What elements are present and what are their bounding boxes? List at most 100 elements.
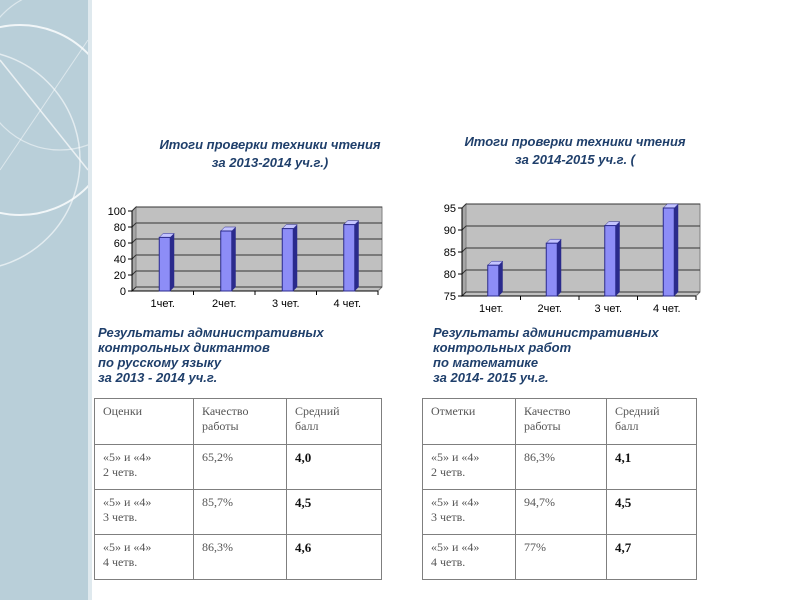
y-tick-label: 60 [114, 238, 126, 250]
x-tick-label: 3 чет. [272, 298, 300, 310]
chart-right: 75 80 85 90 95 1чет. 2чет. 3 чет. 4 чет. [444, 202, 701, 315]
grade-text: «5» и «4» [103, 495, 152, 509]
header-text: Средний [615, 404, 660, 418]
header-cell-quality: Качество работы [193, 398, 287, 445]
y-tick-label: 0 [120, 286, 126, 298]
quality-cell: 94,7% [515, 489, 607, 535]
right-section-title-line: контрольных работ [433, 340, 572, 355]
bar [220, 230, 233, 292]
bar-side [293, 224, 298, 291]
header-cell-marks: Отметки [422, 398, 516, 445]
header-text: Оценки [103, 404, 143, 418]
grade-text: «5» и «4» [103, 540, 152, 554]
bar [281, 228, 294, 292]
gridline-depth [461, 225, 467, 231]
grade-cell: «5» и «4» 3 четв. [422, 489, 516, 535]
table-row: «5» и «4» 3 четв. 94,7% 4,5 [422, 489, 697, 535]
gridline-depth [131, 238, 137, 244]
table-row: «5» и «4» 2 четв. 86,3% 4,1 [422, 444, 697, 490]
header-text: работы [524, 419, 561, 433]
x-tick-label: 1чет. [479, 303, 503, 315]
gridline-depth [461, 291, 467, 297]
y-tick-label: 95 [444, 203, 456, 215]
bar [343, 224, 356, 292]
x-tick-label: 4 чет. [333, 298, 361, 310]
term-text: 3 четв. [431, 510, 466, 524]
header-cell-average: Средний балл [286, 398, 382, 445]
quality-cell: 77% [515, 534, 607, 580]
header-text: Качество [524, 404, 571, 418]
gridline-depth [461, 247, 467, 253]
table-row: «5» и «4» 3 четв. 85,7% 4,5 [94, 489, 382, 535]
bar-side [498, 261, 503, 296]
average-cell: 4,5 [286, 489, 382, 535]
header-text: балл [295, 419, 319, 433]
grade-cell: «5» и «4» 2 четв. [94, 444, 194, 490]
bar-side [231, 227, 236, 291]
russian-dictation-results-table: Оценки Качество работы Средний балл «5» … [94, 398, 382, 580]
header-text: Средний [295, 404, 340, 418]
gridline-depth [461, 203, 467, 209]
chart-left: 0 20 40 60 80 100 1чет. 2чет. 3 чет. 4 чет. [108, 205, 383, 310]
x-tick-label: 2чет. [212, 298, 236, 310]
bar-side [354, 220, 359, 291]
decorative-band-edge [88, 0, 92, 600]
right-section-title-line: по математике [433, 355, 539, 370]
chart-right-title-line2: за 2014-2015 уч.г. ( [515, 152, 635, 167]
left-section-title: Результаты административных контрольных … [98, 325, 324, 385]
quality-cell: 86,3% [515, 444, 607, 490]
math-test-results-table: Отметки Качество работы Средний балл «5»… [422, 398, 697, 580]
left-section-title-line: контрольных диктантов [98, 340, 270, 355]
gridline-depth [131, 222, 137, 228]
header-text: работы [202, 419, 239, 433]
term-text: 4 четв. [431, 555, 466, 569]
gridline-depth [131, 206, 137, 212]
table-row: «5» и «4» 2 четв. 65,2% 4,0 [94, 444, 382, 490]
y-tick-label: 100 [108, 206, 126, 218]
grade-cell: «5» и «4» 2 четв. [422, 444, 516, 490]
header-text: балл [615, 419, 639, 433]
x-tick-label: 3 чет. [594, 303, 622, 315]
left-section-title-line: за 2013 - 2014 уч.г. [98, 370, 218, 385]
quality-cell: 86,3% [193, 534, 287, 580]
bar-side [557, 239, 562, 296]
grade-text: «5» и «4» [103, 450, 152, 464]
chart-right-title-line1: Итоги проверки техники чтения [464, 134, 686, 149]
plot-side-wall [131, 205, 137, 293]
header-cell-quality: Качество работы [515, 398, 607, 445]
y-tick-label: 85 [444, 247, 456, 259]
x-tick-label: 1чет. [151, 298, 175, 310]
average-cell: 4,5 [606, 489, 697, 535]
header-cell-grades: Оценки [94, 398, 194, 445]
bar [487, 264, 500, 297]
bar [662, 207, 675, 297]
y-tick-label: 40 [114, 254, 126, 266]
term-text: 2 четв. [431, 465, 466, 479]
chart-left-title-line1: Итоги проверки техники чтения [159, 137, 381, 152]
chart-left-title-line2: за 2013-2014 уч.г.) [211, 155, 329, 170]
chart-right-title: Итоги проверки техники чтения за 2014-20… [415, 133, 735, 169]
header-text: Качество [202, 404, 249, 418]
header-cell-average: Средний балл [606, 398, 697, 445]
table-header-row: Оценки Качество работы Средний балл [94, 398, 382, 445]
average-cell: 4,7 [606, 534, 697, 580]
grade-text: «5» и «4» [431, 540, 480, 554]
bar-side [674, 204, 679, 296]
y-tick-label: 80 [114, 222, 126, 234]
bar-side [170, 233, 175, 291]
bar-side [615, 221, 620, 296]
grade-text: «5» и «4» [431, 450, 480, 464]
gridline-depth [461, 269, 467, 275]
left-section-title-line: Результаты административных [98, 325, 324, 340]
quality-cell: 85,7% [193, 489, 287, 535]
term-text: 4 четв. [103, 555, 138, 569]
y-tick-label: 75 [444, 291, 456, 303]
grade-text: «5» и «4» [431, 495, 480, 509]
y-tick-label: 90 [444, 225, 456, 237]
header-text: Отметки [431, 404, 476, 418]
right-section-title: Результаты административных контрольных … [433, 325, 659, 385]
term-text: 3 четв. [103, 510, 138, 524]
grade-cell: «5» и «4» 4 четв. [422, 534, 516, 580]
bar [158, 236, 171, 292]
chart-left-title: Итоги проверки техники чтения за 2013-20… [110, 136, 430, 172]
